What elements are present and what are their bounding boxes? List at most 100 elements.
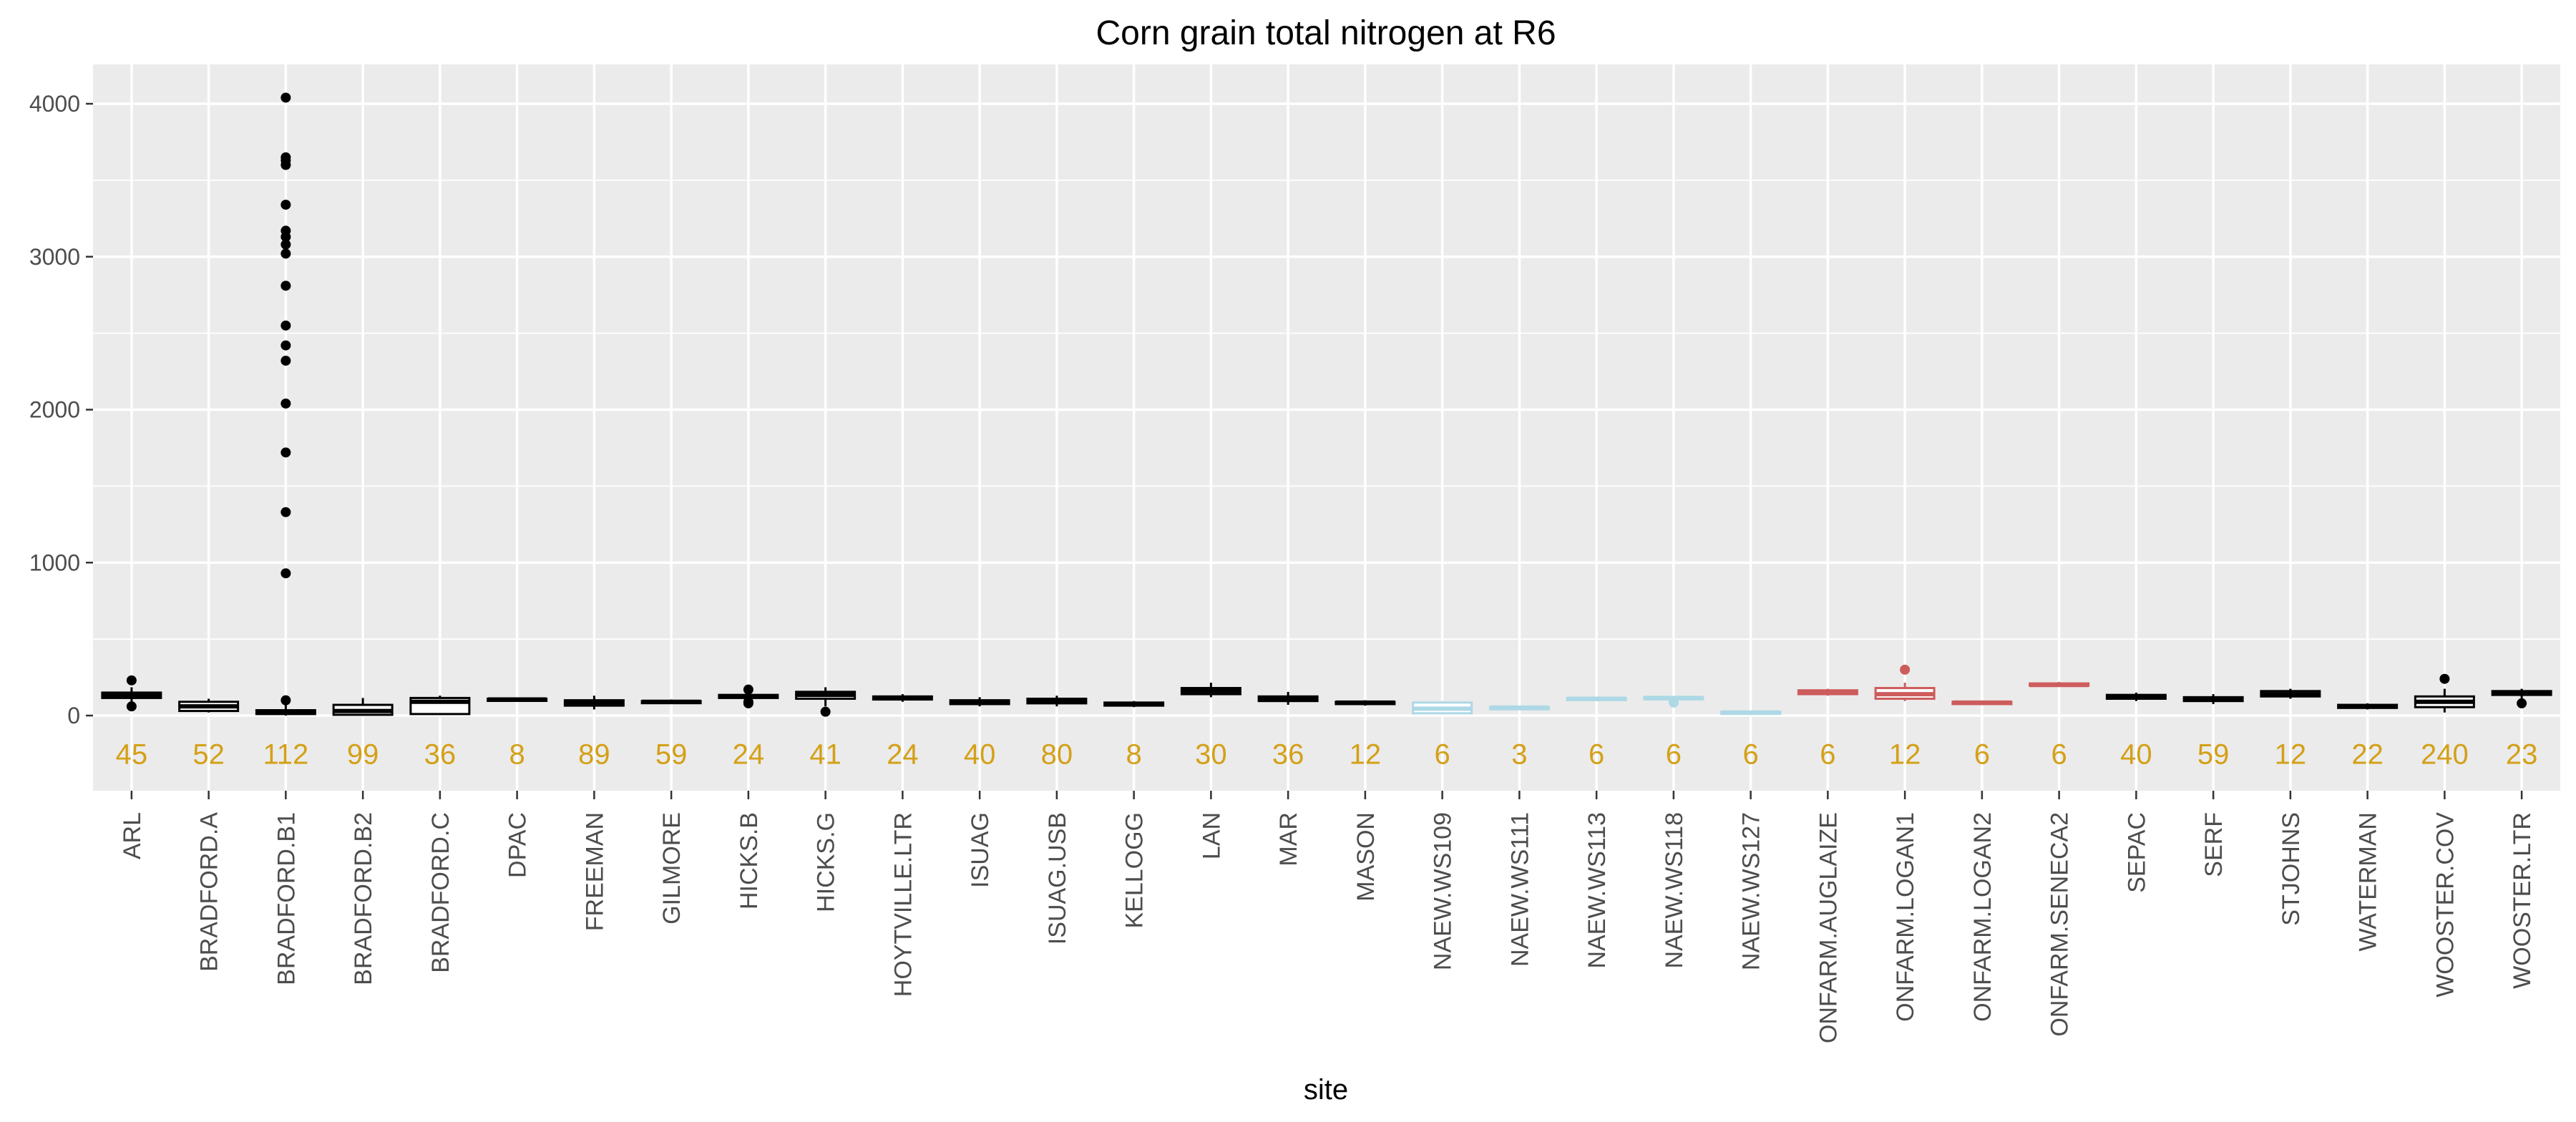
sample-count-label: 6 — [1435, 738, 1450, 770]
box-outlier — [280, 225, 291, 236]
box-BRADFORD.C — [409, 696, 471, 716]
y-tick-label: 3000 — [29, 244, 80, 270]
x-tick-label: ARL — [119, 812, 146, 859]
x-tick-label: HICKS.G — [813, 812, 840, 912]
sample-count-label: 59 — [2197, 738, 2230, 770]
x-tick-label: NAEW.WS118 — [1661, 812, 1688, 969]
x-tick-label: MAR — [1275, 812, 1302, 867]
sample-count-label: 45 — [116, 738, 148, 770]
box-HICKS.B — [718, 684, 779, 708]
box-outlier — [126, 701, 137, 712]
box-outlier — [280, 320, 291, 331]
box-SEPAC — [2105, 692, 2167, 701]
sample-count-label: 40 — [2120, 738, 2152, 770]
box-outlier — [743, 684, 753, 695]
box-outlier — [280, 356, 291, 366]
x-tick-label: FREEMAN — [581, 812, 608, 931]
box-ISUAG — [949, 697, 1010, 707]
box-WATERMAN — [2337, 703, 2399, 710]
sample-count-label: 8 — [509, 738, 525, 770]
y-axis: 0 1000 2000 3000 4000 — [29, 91, 93, 728]
sample-count-label: 3 — [1511, 738, 1527, 770]
box-outlier — [2517, 698, 2527, 708]
x-tick-label: NAEW.WS113 — [1584, 812, 1611, 969]
box-series — [101, 92, 2552, 717]
box-MAR — [1257, 691, 1319, 706]
x-tick-label: KELLOGG — [1121, 812, 1148, 929]
box-outlier — [1900, 664, 1911, 675]
x-tick-label: BRADFORD.C — [427, 812, 454, 973]
box-ISUAG.USB — [1026, 696, 1088, 707]
box-KELLOGG — [1103, 701, 1165, 708]
box-outlier — [1668, 697, 1679, 708]
box-outlier — [280, 447, 291, 458]
box-outlier — [280, 568, 291, 579]
box-outlier — [743, 696, 753, 707]
box-NAEW.WS127 — [1720, 710, 1782, 716]
box-LAN — [1180, 683, 1241, 698]
sample-count-label: 99 — [347, 738, 379, 770]
box-outlier — [280, 248, 291, 259]
x-axis: ARL BRADFORD.A BRADFORD.B1 BRADFORD.B2 BRADF… — [119, 791, 2536, 1043]
x-tick-label: SEPAC — [2123, 812, 2150, 893]
x-tick-label: HOYTVILLE.LTR — [889, 812, 917, 997]
box-outlier — [280, 280, 291, 291]
box-FREEMAN — [563, 696, 625, 710]
sample-count-label: 112 — [263, 738, 308, 770]
sample-count-label: 240 — [2421, 738, 2469, 770]
sample-count-label: 30 — [1195, 738, 1227, 770]
x-tick-label: BRADFORD.A — [196, 812, 223, 972]
box-outlier — [280, 200, 291, 210]
box-BRADFORD.A — [178, 698, 240, 713]
box-ONFARM.AUGLAIZE — [1797, 688, 1858, 696]
x-tick-label: ISUAG — [967, 812, 994, 888]
x-tick-label: WATERMAN — [2355, 812, 2382, 952]
x-tick-label: BRADFORD.B2 — [350, 812, 377, 985]
x-tick-label: BRADFORD.B1 — [273, 812, 300, 985]
sample-count-label: 12 — [2275, 738, 2307, 770]
x-tick-label: ONFARM.LOGAN1 — [1892, 812, 1919, 1022]
box-NAEW.WS111 — [1488, 705, 1550, 711]
x-tick-label: STJOHNS — [2278, 812, 2305, 926]
box-outlier — [280, 340, 291, 351]
box-WOOSTER.LTR — [2491, 688, 2552, 708]
box-GILMORE — [640, 699, 702, 705]
box-outlier — [126, 675, 137, 686]
box-outlier — [820, 706, 831, 717]
box-MASON — [1335, 700, 1396, 706]
x-tick-label: ONFARM.LOGAN2 — [1969, 812, 1996, 1022]
sample-count-label: 6 — [1974, 738, 1990, 770]
sample-count-label: 36 — [424, 738, 457, 770]
box-outlier — [280, 239, 291, 250]
x-tick-label: HICKS.B — [736, 812, 763, 909]
x-tick-label: ONFARM.SENECA2 — [2046, 812, 2074, 1037]
box-ONFARM.LOGAN1 — [1874, 664, 1936, 701]
box-outlier — [280, 695, 291, 706]
box-outlier — [280, 507, 291, 517]
box-NAEW.WS109 — [1412, 701, 1473, 715]
box-NAEW.WS118 — [1643, 696, 1704, 708]
box-ONFARM.SENECA2 — [2029, 681, 2090, 688]
sample-count-label: 6 — [1666, 738, 1682, 770]
sample-count-label: 6 — [2051, 738, 2067, 770]
box-SERF — [2182, 694, 2244, 704]
sample-count-label: 80 — [1041, 738, 1073, 770]
box-DPAC — [487, 697, 548, 702]
sample-count-labels: 45 52 112 99 36 8 89 59 24 41 24 40 80 8 30 36 12 6 3 6 6 6 6 1… — [116, 738, 2538, 770]
sample-count-label: 22 — [2351, 738, 2384, 770]
plot-panel — [93, 64, 2560, 791]
sample-count-label: 12 — [1350, 738, 1382, 770]
x-tick-label: LAN — [1198, 812, 1225, 859]
y-tick-label: 0 — [67, 703, 80, 728]
sample-count-label: 52 — [192, 738, 225, 770]
x-tick-label: NAEW.WS127 — [1738, 812, 1765, 970]
x-tick-label: WOOSTER.COV — [2431, 812, 2459, 997]
y-tick-label: 4000 — [29, 91, 80, 117]
x-tick-label: GILMORE — [658, 812, 686, 925]
sample-count-label: 6 — [1589, 738, 1604, 770]
gridlines — [93, 64, 2560, 793]
box-ONFARM.LOGAN2 — [1951, 700, 2013, 706]
sample-count-label: 59 — [655, 738, 688, 770]
x-axis-title: site — [1304, 1074, 1348, 1106]
